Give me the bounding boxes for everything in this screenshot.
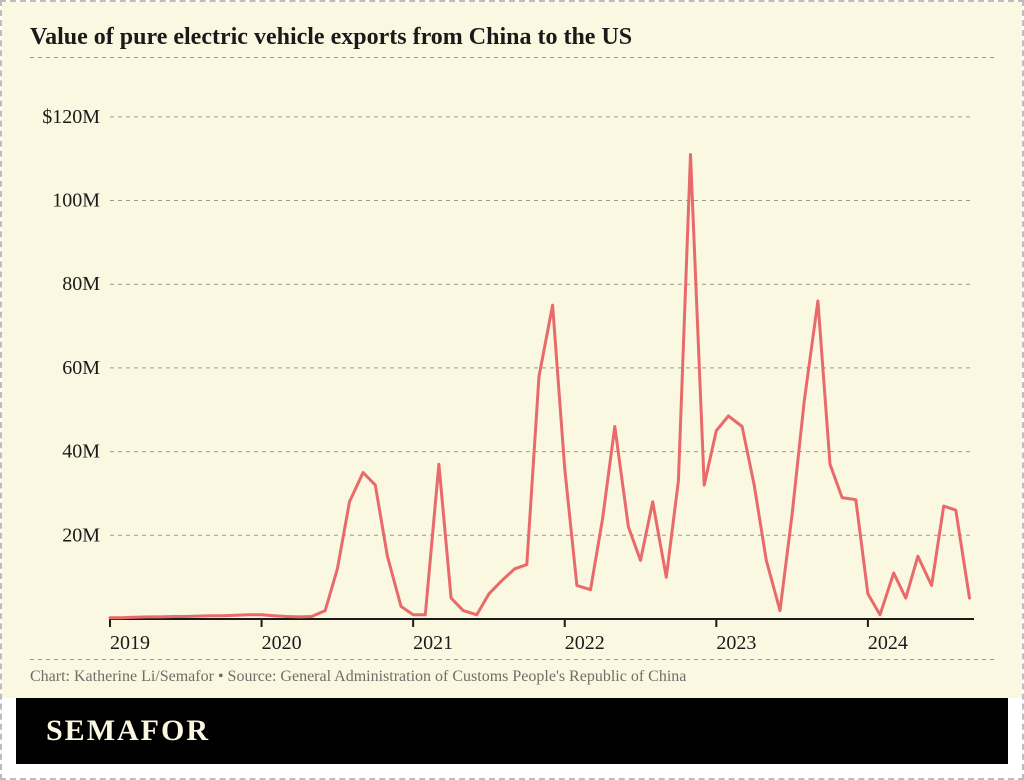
y-tick-label: 20M: [62, 524, 100, 546]
x-tick-label: 2019: [110, 632, 150, 654]
x-tick-label: 2020: [262, 632, 302, 654]
x-tick-label: 2021: [413, 632, 453, 654]
x-tick-label: 2023: [716, 632, 756, 654]
x-tick-label: 2024: [868, 632, 908, 654]
y-tick-label: 100M: [52, 190, 100, 212]
x-tick-label: 2022: [565, 632, 605, 654]
y-tick-label: $120M: [42, 106, 100, 128]
chart-title: Value of pure electric vehicle exports f…: [30, 24, 994, 51]
brand-logo: SEMAFOR: [46, 714, 210, 748]
chart-frame: Value of pure electric vehicle exports f…: [0, 0, 1024, 780]
y-tick-label: 40M: [62, 441, 100, 463]
chart-caption: Chart: Katherine Li/Semafor • Source: Ge…: [30, 664, 994, 698]
chart-panel: Value of pure electric vehicle exports f…: [2, 2, 1022, 698]
line-chart-svg: 20M 40M 60M 80M 100M $120M 2019 2020 2021 2022 202…: [30, 57, 994, 664]
brand-bar: SEMAFOR: [16, 698, 1008, 764]
data-series-line: [110, 155, 970, 618]
y-tick-label: 60M: [62, 357, 100, 379]
plot-area: 20M 40M 60M 80M 100M $120M 2019 2020 2021 2022 202…: [30, 57, 994, 664]
y-tick-label: 80M: [62, 273, 100, 295]
